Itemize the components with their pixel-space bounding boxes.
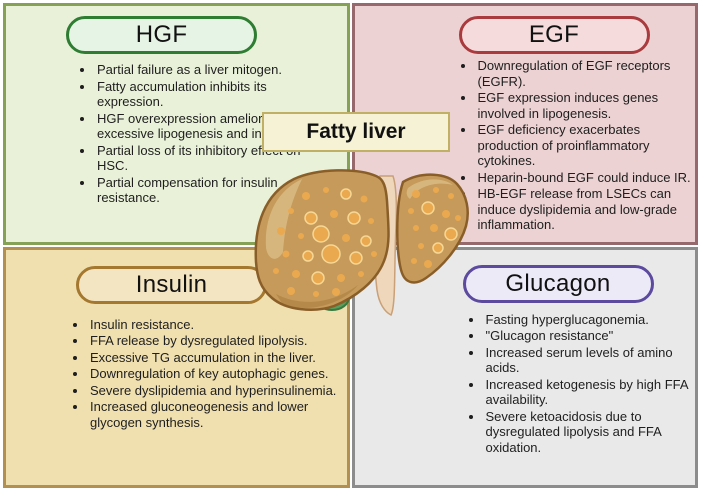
egf-title: EGF xyxy=(528,21,580,48)
fatty-liver-label-box: Fatty liver xyxy=(262,112,450,152)
list-item: Fatty accumulation inhibits its expressi… xyxy=(95,79,333,110)
hgf-title-pill: HGF xyxy=(66,16,257,54)
insulin-bullet-list: Insulin resistance. FFA release by dysre… xyxy=(6,317,347,431)
fat-droplets-right xyxy=(408,187,461,268)
liver-left-highlight xyxy=(265,179,302,259)
glucagon-title: Glucagon xyxy=(505,269,611,297)
quadrant-insulin: Insulin Insulin resistance. FFA release … xyxy=(3,246,350,488)
glucagon-title-pill: Glucagon xyxy=(462,264,654,303)
list-item: Fasting hyperglucagonemia. xyxy=(484,312,694,328)
insulin-title-pill: Insulin xyxy=(76,265,267,304)
list-item: Downregulation of EGF receptors (EGFR). xyxy=(476,58,694,89)
list-item: HB-EGF release from LSECs can induce dys… xyxy=(476,186,694,233)
list-item: Partial failure as a liver mitogen. xyxy=(95,62,333,78)
list-item: Increased gluconeogenesis and lower glyc… xyxy=(88,399,341,430)
list-item: Insulin resistance. xyxy=(88,317,341,333)
hgf-bullet-list: Partial failure as a liver mitogen. Fatt… xyxy=(6,62,347,206)
list-item: Increased serum levels of amino acids. xyxy=(484,345,694,376)
egf-bullet-list: Downregulation of EGF receptors (EGFR). … xyxy=(355,58,696,233)
liver-left-shadow xyxy=(276,285,358,309)
liver-right-highlight xyxy=(406,179,453,199)
list-item: Severe ketoacidosis due to dysregulated … xyxy=(484,409,694,456)
list-item: Heparin-bound EGF could induce IR. xyxy=(476,170,694,186)
list-item: Excessive TG accumulation in the liver. xyxy=(88,350,341,366)
list-item: EGF expression induces genes involved in… xyxy=(476,90,694,121)
quadrant-glucagon: Glucagon Fasting hyperglucagonemia. "Glu… xyxy=(351,246,698,488)
insulin-title: Insulin xyxy=(135,270,208,298)
egf-title-pill: EGF xyxy=(458,16,650,54)
list-item: Increased ketogenesis by high FFA availa… xyxy=(484,377,694,408)
list-item: Severe dyslipidemia and hyperinsulinemia… xyxy=(88,383,341,399)
fat-droplets-left xyxy=(273,187,377,297)
fatty-liver-label: Fatty liver xyxy=(306,120,406,143)
list-item: "Glucagon resistance" xyxy=(484,328,694,344)
list-item: Partial loss of its inhibitory effect on… xyxy=(95,143,333,174)
list-item: Partial compensation for insulin resista… xyxy=(95,175,333,206)
list-item: EGF deficiency exacerbates production of… xyxy=(476,122,694,169)
hgf-title: HGF xyxy=(135,21,188,48)
quadrant-grid: HGF Partial failure as a liver mitogen. … xyxy=(3,3,698,488)
liver-illustration xyxy=(254,169,469,317)
list-item: Downregulation of key autophagic genes. xyxy=(88,366,341,382)
glucagon-bullet-list: Fasting hyperglucagonemia. "Glucagon res… xyxy=(355,312,696,456)
list-item: FFA release by dysregulated lipolysis. xyxy=(88,333,341,349)
